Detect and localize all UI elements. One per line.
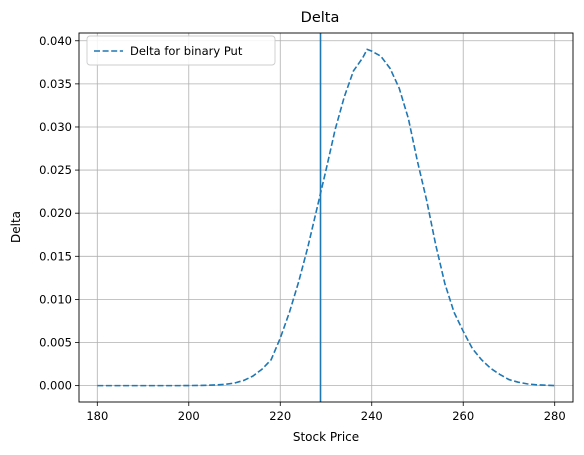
series-layer xyxy=(97,33,555,402)
y-tick-label: 0.030 xyxy=(39,120,72,134)
axis-ticks: 180 200 220 240 260 280 0.000 0.005 0.010 0.015 0.… xyxy=(39,34,566,423)
x-tick-label: 280 xyxy=(544,409,566,423)
x-tick-label: 180 xyxy=(86,409,108,423)
x-tick-label: 200 xyxy=(178,409,200,423)
x-tick-label: 260 xyxy=(452,409,474,423)
y-tick-label: 0.010 xyxy=(39,292,72,306)
legend-label: Delta for binary Put xyxy=(130,44,243,58)
y-axis-label: Delta xyxy=(9,211,23,243)
legend-box xyxy=(86,35,276,66)
series-line-delta-binary-put xyxy=(97,48,555,387)
grid-lines xyxy=(79,33,573,402)
x-tick-label: 240 xyxy=(361,409,383,423)
plot-frame xyxy=(78,32,574,403)
x-axis-label: Stock Price xyxy=(293,430,359,444)
legend: Delta for binary Put xyxy=(86,35,276,66)
y-tick-label: 0.035 xyxy=(39,77,72,91)
y-tick-label: 0.040 xyxy=(39,34,72,48)
y-tick-label: 0.000 xyxy=(39,379,72,393)
chart-title: Delta xyxy=(301,10,340,26)
x-tick-label: 220 xyxy=(269,409,291,423)
y-tick-label: 0.005 xyxy=(39,336,72,350)
y-tick-label: 0.020 xyxy=(39,206,72,220)
y-tick-label: 0.025 xyxy=(39,163,72,177)
y-tick-label: 0.015 xyxy=(39,249,72,263)
